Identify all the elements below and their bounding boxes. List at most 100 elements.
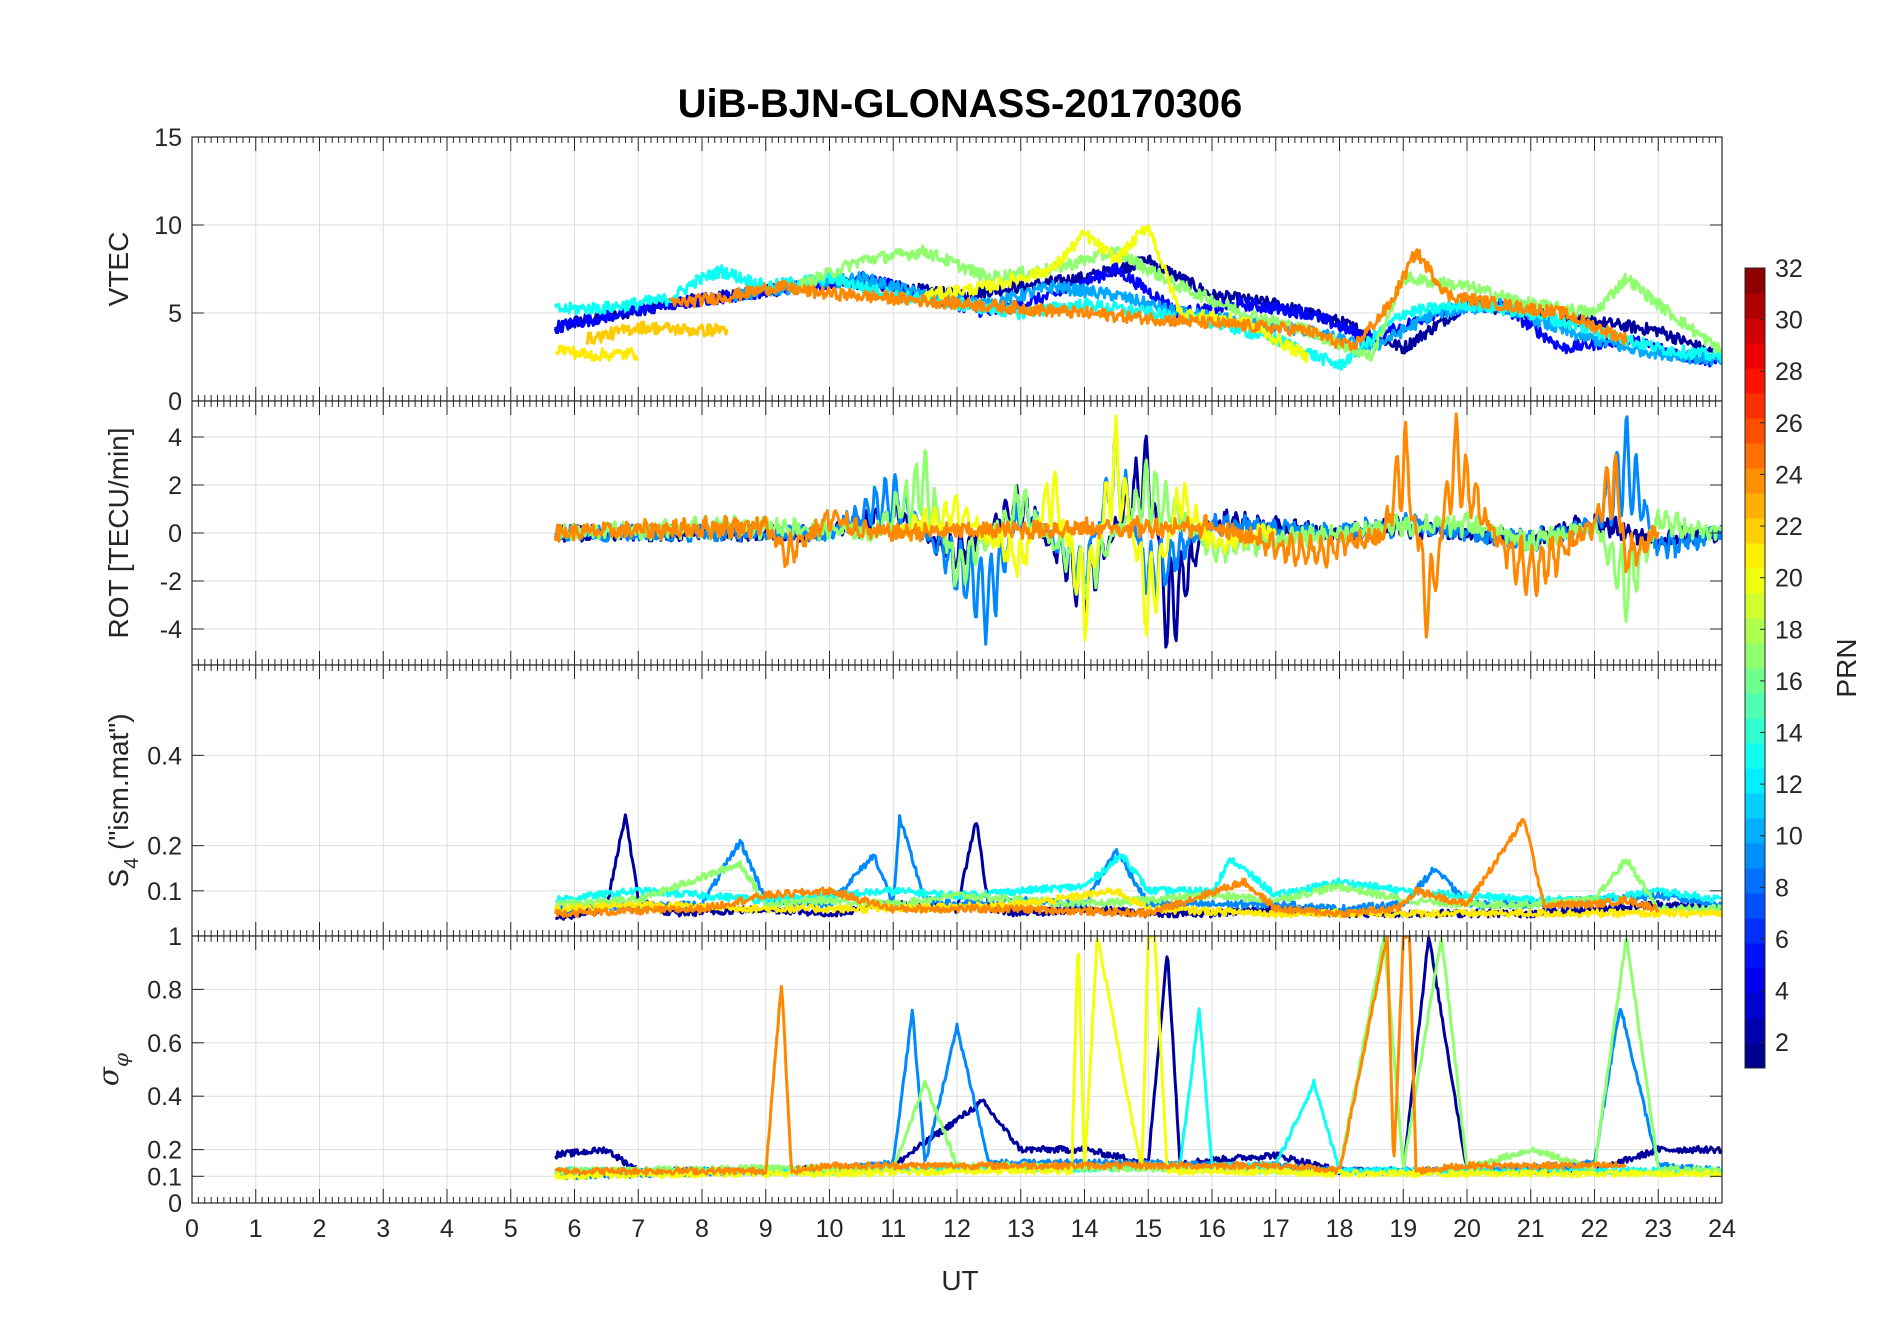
panel-rot-series bbox=[553, 412, 1722, 649]
y-tick-label: 0.2 bbox=[147, 1137, 182, 1165]
colorbar-swatch bbox=[1745, 543, 1765, 569]
colorbar-tick-label: 24 bbox=[1775, 461, 1803, 489]
x-tick-label: 1 bbox=[249, 1215, 263, 1243]
series-prn-20 bbox=[892, 414, 1277, 642]
x-tick-label: 23 bbox=[1644, 1215, 1672, 1243]
panel-vtec: 0 5 10 15 VTEC bbox=[103, 124, 1723, 416]
colorbar-swatch bbox=[1745, 943, 1765, 969]
panel-rot-ticks: -4 -2 0 2 4 bbox=[160, 401, 1723, 665]
colorbar-swatch bbox=[1745, 768, 1765, 794]
colorbar-swatch bbox=[1745, 893, 1765, 919]
x-tick-label: 3 bbox=[376, 1215, 390, 1243]
colorbar-swatch bbox=[1745, 468, 1765, 494]
colorbar-tick-label: 2 bbox=[1775, 1029, 1789, 1057]
panel-sigma_phi-ticks: 00.10.2 0.4 0.6 0.8 1 bbox=[147, 923, 1723, 1218]
y-tick-label: 4 bbox=[168, 424, 182, 452]
colorbar-swatch bbox=[1745, 743, 1765, 769]
series-prn-22 bbox=[585, 320, 729, 345]
panel-s4-grid bbox=[192, 665, 1722, 936]
colorbar-swatch bbox=[1745, 718, 1765, 744]
y-tick-label: 0.1 bbox=[147, 1163, 182, 1191]
colorbar-swatch bbox=[1745, 643, 1765, 669]
series-prn-13 bbox=[554, 264, 1722, 371]
y-tick-label: 1 bbox=[168, 923, 182, 951]
x-tick-label: 6 bbox=[568, 1215, 582, 1243]
y-tick-label: 0.6 bbox=[147, 1030, 182, 1058]
colorbar-tick-label: 26 bbox=[1775, 410, 1803, 438]
colorbar-tick-label: 28 bbox=[1775, 358, 1803, 386]
colorbar-swatch bbox=[1745, 818, 1765, 844]
series-prn-24 bbox=[669, 248, 1628, 352]
y-tick-label: 0.8 bbox=[147, 976, 182, 1004]
colorbar-frame bbox=[1744, 267, 1766, 1069]
series-prn-20 bbox=[553, 936, 1722, 1181]
panel-sigma_phi-grid bbox=[192, 936, 1722, 1203]
panel-vtec-ticks: 0 5 10 15 bbox=[154, 124, 1723, 416]
colorbar-swatch bbox=[1745, 918, 1765, 944]
panel-rot: -4 -2 0 2 4 ROT [TECU/min] bbox=[103, 400, 1723, 666]
series-prn-24 bbox=[553, 817, 1660, 919]
x-tick-label: 14 bbox=[1071, 1215, 1099, 1243]
y-tick-label: 0.2 bbox=[147, 833, 182, 861]
x-tick-label: 0 bbox=[185, 1215, 199, 1243]
colorbar-swatch bbox=[1745, 518, 1765, 544]
colorbar-swatch bbox=[1745, 593, 1765, 619]
panel-s4-series bbox=[553, 813, 1722, 921]
x-tick-label: 16 bbox=[1198, 1215, 1226, 1243]
y-tick-label: 0.1 bbox=[147, 878, 182, 906]
x-tick-label: 11 bbox=[880, 1215, 906, 1243]
x-tick-label: 15 bbox=[1134, 1215, 1162, 1243]
x-axis: UT 0 1 2 3 4 5 6 7 8 9 10 11 12 13 14 15 16 17 18 19 20 21 22 2… bbox=[185, 1215, 1736, 1296]
colorbar-swatch bbox=[1745, 318, 1765, 344]
series-prn-24 bbox=[554, 936, 1627, 1176]
series-prn-17 bbox=[555, 858, 1722, 914]
y-tick-label: 0 bbox=[168, 520, 182, 548]
colorbar-swatch bbox=[1745, 793, 1765, 819]
colorbar-label: PRN bbox=[1831, 638, 1862, 697]
colorbar-tick-label: 32 bbox=[1775, 255, 1803, 283]
x-tick-label: 4 bbox=[440, 1215, 454, 1243]
x-tick-label: 18 bbox=[1326, 1215, 1354, 1243]
colorbar-swatch bbox=[1745, 1018, 1765, 1044]
y-tick-label: -2 bbox=[160, 568, 182, 596]
colorbar-swatch bbox=[1745, 843, 1765, 869]
x-axis-label: UT bbox=[941, 1265, 978, 1296]
colorbar-swatch bbox=[1745, 493, 1765, 519]
colorbar-tick-label: 4 bbox=[1775, 978, 1789, 1006]
x-tick-label: 8 bbox=[695, 1215, 709, 1243]
x-tick-label: 10 bbox=[816, 1215, 844, 1243]
colorbar-swatch bbox=[1745, 393, 1765, 419]
colorbar-tick-label: 6 bbox=[1775, 926, 1789, 954]
colorbar-tick-label: 8 bbox=[1775, 874, 1789, 902]
colorbar-swatch bbox=[1745, 343, 1765, 369]
colorbar-swatch bbox=[1745, 293, 1765, 319]
colorbar-tick-label: 12 bbox=[1775, 771, 1803, 799]
y-axis-label-rot: ROT [TECU/min] bbox=[103, 427, 134, 638]
colorbar-tick-label: 22 bbox=[1775, 513, 1803, 541]
colorbar-swatch bbox=[1745, 418, 1765, 444]
colorbar-swatch bbox=[1745, 1043, 1765, 1069]
colorbar-swatch bbox=[1745, 568, 1765, 594]
colorbar-swatch bbox=[1745, 993, 1765, 1019]
colorbar-swatch bbox=[1745, 443, 1765, 469]
x-tick-label: 12 bbox=[943, 1215, 971, 1243]
x-tick-label: 13 bbox=[1007, 1215, 1035, 1243]
x-tick-label: 2 bbox=[313, 1215, 327, 1243]
chart-title: UiB-BJN-GLONASS-20170306 bbox=[678, 82, 1243, 126]
x-tick-label: 19 bbox=[1389, 1215, 1417, 1243]
panel-sigma_phi: 00.10.2 0.4 0.6 0.8 1 σφ bbox=[92, 923, 1723, 1218]
y-tick-label: 0.4 bbox=[147, 742, 182, 770]
y-tick-label: 2 bbox=[168, 472, 182, 500]
colorbar-swatch bbox=[1745, 618, 1765, 644]
colorbar-swatch bbox=[1745, 693, 1765, 719]
series-prn-20 bbox=[923, 224, 1309, 364]
colorbar-tick-label: 20 bbox=[1775, 565, 1803, 593]
series-prn-21 bbox=[554, 344, 640, 362]
y-tick-label: -4 bbox=[160, 616, 182, 644]
colorbar-tick-label: 16 bbox=[1775, 668, 1803, 696]
colorbar-tick-label: 18 bbox=[1775, 616, 1803, 644]
colorbar-tick-label: 14 bbox=[1775, 720, 1803, 748]
